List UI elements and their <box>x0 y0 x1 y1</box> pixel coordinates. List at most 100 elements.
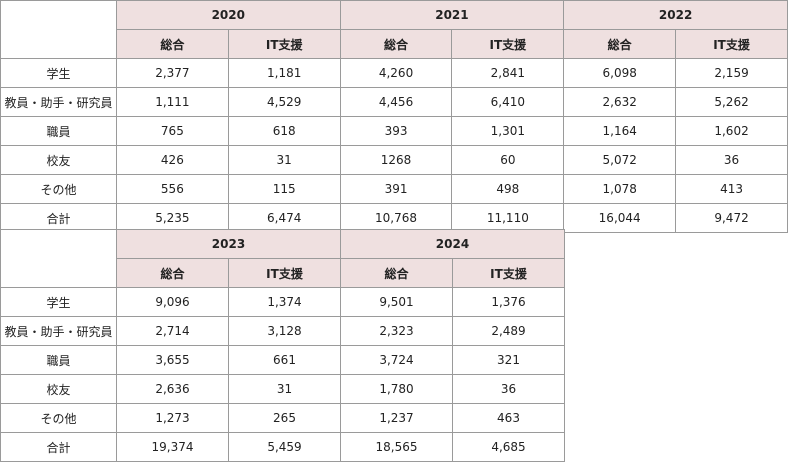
table-cell: 16,044 <box>563 203 677 233</box>
table-cell: 1,301 <box>451 116 565 146</box>
table-cell: 31 <box>227 145 341 175</box>
row-label: その他 <box>0 403 117 433</box>
table-cell: 36 <box>675 145 788 175</box>
table-cell: 18,565 <box>340 432 453 462</box>
table-cell: 391 <box>339 174 453 204</box>
table-cell: 765 <box>115 116 229 146</box>
table-cell: 498 <box>451 174 565 204</box>
table-body: 学生 9,096 1,374 9,501 1,376 教員・助手・研究員 2,714 3,12… <box>0 287 565 462</box>
row-label: 教員・助手・研究員 <box>0 316 117 346</box>
stats-table-2020-2022: 2020 2021 2022 総合 IT支援 総合 IT支援 総合 IT支援 学… <box>0 0 788 233</box>
table-cell: 661 <box>228 345 341 375</box>
table-cell: 2,714 <box>116 316 229 346</box>
sub-header-total: 総合 <box>116 258 229 288</box>
table-cell: 115 <box>227 174 341 204</box>
table-cell: 1,780 <box>340 374 453 404</box>
sub-header-it-support: IT支援 <box>452 258 565 288</box>
table-cell: 9,501 <box>340 287 453 317</box>
table-cell: 5,072 <box>563 145 677 175</box>
sub-header-it-support: IT支援 <box>227 29 341 59</box>
table-body: 学生 2,377 1,181 4,260 2,841 6,098 2,159 教員・助手・研究… <box>0 58 788 233</box>
table-row: 教員・助手・研究員 1,111 4,529 4,456 6,410 2,632 5,262 <box>0 87 788 117</box>
table-cell: 1,164 <box>563 116 677 146</box>
table-row: 合計 5,235 6,474 10,768 11,110 16,044 9,472 <box>0 203 788 233</box>
table-cell: 618 <box>227 116 341 146</box>
table-cell: 2,377 <box>115 58 229 88</box>
table-cell: 19,374 <box>116 432 229 462</box>
sub-header-total: 総合 <box>339 29 453 59</box>
year-header: 2020 <box>115 0 341 30</box>
table-cell: 60 <box>451 145 565 175</box>
year-header: 2023 <box>116 229 341 259</box>
row-label: 合計 <box>0 432 117 462</box>
row-label: 合計 <box>0 203 117 233</box>
table-cell: 4,685 <box>452 432 565 462</box>
table-corner <box>0 0 117 59</box>
stats-table-2023-2024: 2023 2024 総合 IT支援 総合 IT支援 学生 9,096 1,374 9,… <box>0 229 565 462</box>
table-cell: 321 <box>452 345 565 375</box>
table-row: 学生 2,377 1,181 4,260 2,841 6,098 2,159 <box>0 58 788 88</box>
table-cell: 3,655 <box>116 345 229 375</box>
table-cell: 2,159 <box>675 58 788 88</box>
table-cell: 1,181 <box>227 58 341 88</box>
table-cell: 1,602 <box>675 116 788 146</box>
table-row: 学生 9,096 1,374 9,501 1,376 <box>0 287 565 317</box>
sub-header-total: 総合 <box>340 258 453 288</box>
table-cell: 556 <box>115 174 229 204</box>
sub-header-total: 総合 <box>563 29 677 59</box>
table-row: 合計 19,374 5,459 18,565 4,685 <box>0 432 565 462</box>
table-cell: 6,410 <box>451 87 565 117</box>
row-label: 職員 <box>0 345 117 375</box>
table-cell: 393 <box>339 116 453 146</box>
row-label: 校友 <box>0 374 117 404</box>
table-cell: 426 <box>115 145 229 175</box>
table-cell: 10,768 <box>339 203 453 233</box>
row-label: 学生 <box>0 287 117 317</box>
row-label: 職員 <box>0 116 117 146</box>
table-cell: 1268 <box>339 145 453 175</box>
year-header: 2024 <box>340 229 565 259</box>
table-cell: 3,724 <box>340 345 453 375</box>
table-row: 校友 2,636 31 1,780 36 <box>0 374 565 404</box>
table-cell: 9,096 <box>116 287 229 317</box>
table-row: その他 1,273 265 1,237 463 <box>0 403 565 433</box>
table-cell: 265 <box>228 403 341 433</box>
table-row: 教員・助手・研究員 2,714 3,128 2,323 2,489 <box>0 316 565 346</box>
table-cell: 2,632 <box>563 87 677 117</box>
table-cell: 4,529 <box>227 87 341 117</box>
table-cell: 2,323 <box>340 316 453 346</box>
table-cell: 1,111 <box>115 87 229 117</box>
sub-header-total: 総合 <box>115 29 229 59</box>
table-cell: 4,260 <box>339 58 453 88</box>
table-cell: 2,841 <box>451 58 565 88</box>
table-cell: 4,456 <box>339 87 453 117</box>
table-row: 職員 3,655 661 3,724 321 <box>0 345 565 375</box>
table-cell: 2,636 <box>116 374 229 404</box>
table-cell: 31 <box>228 374 341 404</box>
table-corner <box>0 229 117 288</box>
row-label: 学生 <box>0 58 117 88</box>
table-cell: 463 <box>452 403 565 433</box>
table-cell: 1,273 <box>116 403 229 433</box>
sub-header-it-support: IT支援 <box>451 29 565 59</box>
row-label: 教員・助手・研究員 <box>0 87 117 117</box>
table-cell: 9,472 <box>675 203 788 233</box>
table-cell: 11,110 <box>451 203 565 233</box>
table-cell: 3,128 <box>228 316 341 346</box>
table-row: 校友 426 31 1268 60 5,072 36 <box>0 145 788 175</box>
year-header: 2022 <box>563 0 788 30</box>
year-header: 2021 <box>339 0 565 30</box>
table-cell: 5,262 <box>675 87 788 117</box>
row-label: 校友 <box>0 145 117 175</box>
table-cell: 2,489 <box>452 316 565 346</box>
row-label: その他 <box>0 174 117 204</box>
table-cell: 1,376 <box>452 287 565 317</box>
sub-header-it-support: IT支援 <box>675 29 788 59</box>
table-row: その他 556 115 391 498 1,078 413 <box>0 174 788 204</box>
table-cell: 1,078 <box>563 174 677 204</box>
sub-header-it-support: IT支援 <box>228 258 341 288</box>
table-cell: 36 <box>452 374 565 404</box>
table-cell: 413 <box>675 174 788 204</box>
table-cell: 1,237 <box>340 403 453 433</box>
table-cell: 1,374 <box>228 287 341 317</box>
